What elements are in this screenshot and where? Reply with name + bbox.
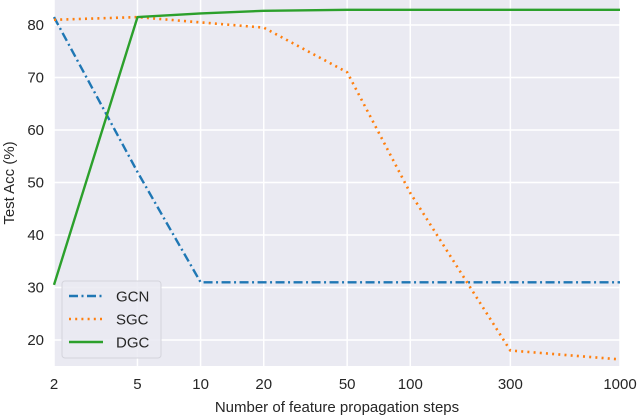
y-tick-label: 20 [27,332,44,349]
y-tick-label: 70 [27,70,44,87]
series-line-gcn [52,16,620,284]
x-tick-label: 2 [50,376,58,393]
x-tick-label: 20 [255,376,272,393]
y-axis-ticks: 20 30 40 50 60 70 80 [27,17,44,349]
x-tick-label: 10 [192,376,209,393]
x-tick-label: 50 [339,376,356,393]
series-line-sgc [53,15,621,361]
x-axis-ticks: 2 5 10 20 50 100 300 1000 [50,376,637,393]
y-tick-label: 30 [27,280,44,297]
x-tick-label: 1000 [603,376,636,393]
legend-box [61,280,162,359]
series-line-dgc [52,8,620,286]
series-lines [52,8,621,361]
y-tick-label: 60 [27,122,44,139]
x-axis-label: Number of feature propagation steps [215,399,459,416]
x-tick-label: 300 [498,376,523,393]
legend: GCN SGC DGC [61,280,162,359]
legend-label-sgc: SGC [116,312,149,329]
x-tick-label: 5 [133,376,141,393]
y-tick-label: 50 [27,175,44,192]
x-tick-label: 100 [398,376,423,393]
y-tick-label: 40 [27,227,44,244]
y-axis-label: Test Acc (%) [1,141,18,224]
y-tick-label: 80 [27,17,44,34]
legend-label-gcn: GCN [116,289,149,306]
legend-label-dgc: DGC [116,335,150,352]
